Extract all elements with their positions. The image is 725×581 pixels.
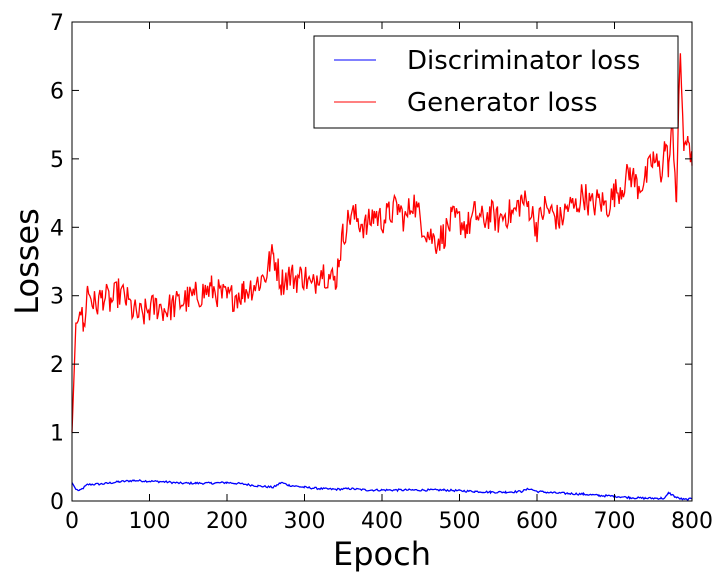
- x-axis-title: Epoch: [333, 535, 431, 573]
- x-tick-label: 300: [284, 509, 326, 534]
- x-tick-label: 400: [361, 509, 403, 534]
- legend: Discriminator loss Generator loss: [313, 35, 679, 129]
- y-tick-label: 0: [50, 490, 64, 515]
- x-tick-label: 600: [516, 509, 558, 534]
- x-tick-label: 0: [65, 509, 79, 534]
- x-tick-label: 100: [129, 509, 171, 534]
- legend-box: [313, 35, 679, 129]
- y-tick-label: 5: [50, 148, 64, 173]
- x-tick-label: 700: [594, 509, 636, 534]
- plot-area: [71, 53, 693, 502]
- legend-label-discriminator: Discriminator loss: [407, 46, 640, 76]
- y-tick-label: 3: [50, 285, 64, 310]
- x-tick-label: 500: [439, 509, 481, 534]
- y-tick-label: 1: [50, 422, 64, 447]
- legend-label-generator: Generator loss: [407, 88, 598, 118]
- axes: 0 100 200 300 400 500 600 700 800 0 1 2 3 4 5 6 7: [50, 11, 713, 534]
- x-tick-label: 200: [206, 509, 248, 534]
- x-tick-label: 800: [671, 509, 713, 534]
- y-tick-label: 7: [50, 11, 64, 36]
- y-tick-label: 4: [50, 216, 64, 241]
- y-tick-label: 6: [50, 79, 64, 104]
- series-line-discriminator-loss: [71, 478, 693, 502]
- y-tick-label: 2: [50, 353, 64, 378]
- series-line-generator-loss: [71, 53, 693, 433]
- y-axis-title: Losses: [8, 208, 46, 315]
